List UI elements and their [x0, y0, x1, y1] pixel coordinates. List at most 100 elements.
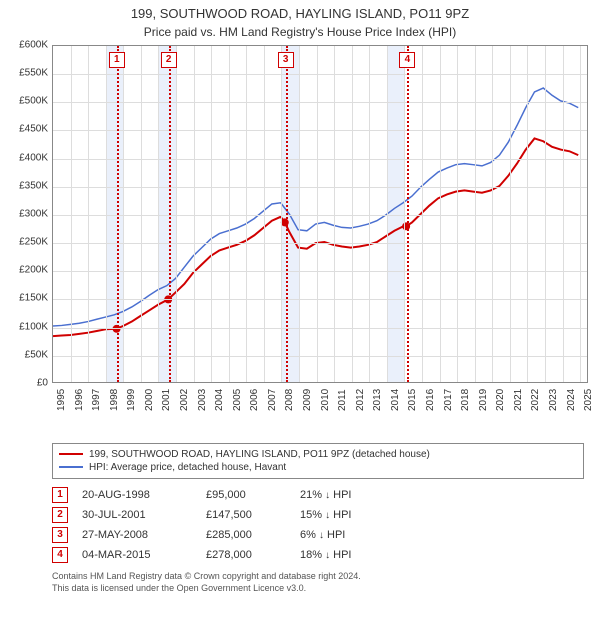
x-axis: 1995199619971998199920002001200220032004… [52, 383, 588, 413]
gridline-h [53, 130, 587, 131]
sale-delta: 18% ↓ HPI [300, 549, 400, 561]
gridline-v [369, 46, 370, 382]
x-tick-label: 2010 [320, 389, 331, 411]
gridline-v [106, 46, 107, 382]
gridline-h [53, 215, 587, 216]
y-tick-label: £200K [19, 265, 48, 276]
down-arrow-icon: ↓ [319, 530, 324, 541]
footer-line-2: This data is licensed under the Open Gov… [52, 583, 584, 595]
x-tick-label: 2008 [284, 389, 295, 411]
gridline-v [387, 46, 388, 382]
sale-price: £285,000 [206, 529, 286, 541]
gridline-v [281, 46, 282, 382]
plot-area: 1 2 3 4 [52, 45, 588, 383]
sale-price: £278,000 [206, 549, 286, 561]
x-tick-label: 2020 [495, 389, 506, 411]
x-tick-label: 2025 [583, 389, 594, 411]
y-tick-label: £450K [19, 124, 48, 135]
sale-number: 4 [52, 547, 68, 563]
x-tick-label: 2013 [372, 389, 383, 411]
gridline-v [299, 46, 300, 382]
legend-label: HPI: Average price, detached house, Hava… [89, 462, 286, 473]
x-tick-label: 1996 [74, 389, 85, 411]
sale-number: 1 [52, 487, 68, 503]
gridline-v [264, 46, 265, 382]
gridline-v [123, 46, 124, 382]
sale-delta: 15% ↓ HPI [300, 509, 400, 521]
x-tick-label: 1995 [56, 389, 67, 411]
gridline-v [317, 46, 318, 382]
gridline-h [53, 356, 587, 357]
y-axis: £0£50K£100K£150K£200K£250K£300K£350K£400… [8, 45, 52, 383]
x-tick-label: 2015 [407, 389, 418, 411]
sale-delta: 21% ↓ HPI [300, 489, 400, 501]
sale-marker-badge: 4 [399, 52, 415, 68]
x-tick-label: 1998 [109, 389, 120, 411]
x-tick-label: 2023 [548, 389, 559, 411]
gridline-v [334, 46, 335, 382]
down-arrow-icon: ↓ [325, 510, 330, 521]
sale-marker-line [286, 46, 288, 382]
gridline-h [53, 299, 587, 300]
y-tick-label: £150K [19, 293, 48, 304]
sale-marker-line [117, 46, 119, 382]
sale-marker-line [169, 46, 171, 382]
gridline-v [229, 46, 230, 382]
x-tick-label: 2005 [232, 389, 243, 411]
gridline-v [194, 46, 195, 382]
gridline-v [141, 46, 142, 382]
sales-row: 230-JUL-2001£147,50015% ↓ HPI [52, 505, 584, 525]
sale-number: 2 [52, 507, 68, 523]
gridline-v [510, 46, 511, 382]
gridline-h [53, 271, 587, 272]
x-tick-label: 1999 [126, 389, 137, 411]
sale-marker-badge: 3 [278, 52, 294, 68]
sale-price: £95,000 [206, 489, 286, 501]
legend-row: HPI: Average price, detached house, Hava… [59, 461, 577, 474]
x-tick-label: 2011 [337, 389, 348, 411]
gridline-v [211, 46, 212, 382]
x-tick-label: 2007 [267, 389, 278, 411]
sale-delta: 6% ↓ HPI [300, 529, 400, 541]
y-tick-label: £100K [19, 321, 48, 332]
chart-subtitle: Price paid vs. HM Land Registry's House … [8, 25, 592, 39]
x-tick-label: 2004 [214, 389, 225, 411]
x-tick-label: 2024 [566, 389, 577, 411]
sales-table: 120-AUG-1998£95,00021% ↓ HPI230-JUL-2001… [52, 485, 584, 565]
gridline-h [53, 243, 587, 244]
x-tick-label: 2002 [179, 389, 190, 411]
sale-date: 30-JUL-2001 [82, 509, 192, 521]
x-tick-label: 2000 [144, 389, 155, 411]
gridline-h [53, 328, 587, 329]
x-tick-label: 2021 [513, 389, 524, 411]
y-tick-label: £50K [25, 349, 48, 360]
sale-marker-badge: 2 [161, 52, 177, 68]
legend-row: 199, SOUTHWOOD ROAD, HAYLING ISLAND, PO1… [59, 448, 577, 461]
x-tick-label: 2019 [478, 389, 489, 411]
gridline-v [246, 46, 247, 382]
gridline-v [527, 46, 528, 382]
gridline-v [492, 46, 493, 382]
y-tick-label: £550K [19, 68, 48, 79]
sales-row: 404-MAR-2015£278,00018% ↓ HPI [52, 545, 584, 565]
x-tick-label: 2006 [249, 389, 260, 411]
sale-date: 27-MAY-2008 [82, 529, 192, 541]
x-tick-label: 2003 [197, 389, 208, 411]
sale-number: 3 [52, 527, 68, 543]
sales-row: 120-AUG-1998£95,00021% ↓ HPI [52, 485, 584, 505]
x-tick-label: 2016 [425, 389, 436, 411]
x-tick-label: 2001 [161, 389, 172, 411]
y-tick-label: £350K [19, 180, 48, 191]
footer-line-1: Contains HM Land Registry data © Crown c… [52, 571, 584, 583]
y-tick-label: £600K [19, 39, 48, 50]
gridline-v [176, 46, 177, 382]
gridline-v [545, 46, 546, 382]
chart-container: 199, SOUTHWOOD ROAD, HAYLING ISLAND, PO1… [0, 0, 600, 620]
sale-marker-line [407, 46, 409, 382]
legend-label: 199, SOUTHWOOD ROAD, HAYLING ISLAND, PO1… [89, 449, 430, 460]
sale-marker-badge: 1 [109, 52, 125, 68]
gridline-v [422, 46, 423, 382]
gridline-v [475, 46, 476, 382]
gridline-v [158, 46, 159, 382]
y-tick-label: £250K [19, 237, 48, 248]
